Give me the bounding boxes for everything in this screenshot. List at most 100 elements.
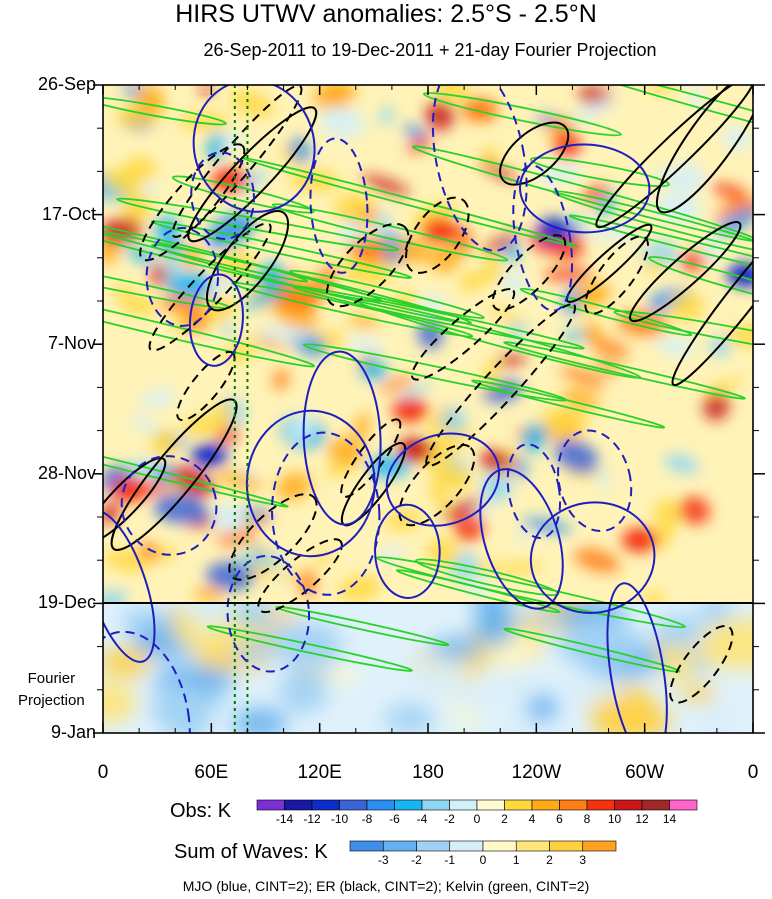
sum-colorbar: [349, 840, 617, 852]
kelvin-contour: [375, 556, 686, 629]
anomaly-patch: [653, 519, 674, 549]
anomaly-patch: [164, 258, 183, 281]
mjo-contour: [385, 432, 500, 527]
obs-colorbar-tick-label: -8: [361, 812, 373, 826]
kelvin-contour: [103, 419, 289, 508]
obs-colorbar-tick-label: -10: [330, 812, 349, 826]
sum-colorbar-tick-label: -3: [377, 853, 389, 867]
chart-title: HIRS UTWV anomalies: 2.5°S - 2.5°N: [175, 0, 597, 28]
obs-colorbar-swatch: [531, 799, 560, 811]
y-tick-label: 26-Sep: [37, 74, 96, 94]
kelvin-contour: [103, 96, 227, 126]
kelvin-contour: [151, 243, 472, 325]
anomaly-patch: [205, 561, 255, 591]
projection-patch: [325, 664, 359, 683]
anomaly-patch: [396, 382, 432, 403]
mjo-contour: [606, 582, 668, 733]
anomaly-patch: [653, 499, 682, 528]
x-tick-label: 0: [747, 762, 759, 783]
mjo-contour: [431, 85, 528, 252]
er-contour: [655, 85, 753, 214]
er-contour: [669, 625, 734, 704]
mjo-contour: [302, 350, 382, 526]
kelvin-contour: [568, 214, 753, 289]
anomaly-patch: [590, 338, 630, 359]
anomaly-patch: [425, 100, 455, 131]
er-contour: [629, 221, 742, 323]
kelvin-contour: [103, 287, 316, 368]
anomaly-patch: [441, 498, 482, 519]
anomaly-patch: [574, 282, 611, 306]
anomaly-patch: [187, 509, 212, 525]
sum-colorbar-swatch: [582, 840, 617, 852]
y-tick-label: 28-Nov: [37, 462, 96, 483]
projection-patch: [103, 681, 138, 724]
mjo-contour: [374, 503, 441, 599]
anomaly-patch: [502, 242, 521, 262]
anomaly-core: [282, 288, 318, 312]
er-contour: [405, 196, 470, 274]
mjo-contour: [103, 509, 156, 663]
anomaly-patch: [467, 573, 491, 598]
x-tick-label: 0: [97, 762, 109, 783]
obs-colorbar-swatch: [339, 799, 368, 811]
anomaly-patch: [313, 85, 344, 110]
anomaly-patch: [103, 502, 120, 525]
anomaly-patch: [513, 457, 528, 479]
projection-patch: [552, 680, 626, 702]
anomaly-patch: [582, 321, 603, 343]
anomaly-patch: [703, 391, 730, 421]
obs-colorbar-swatch: [366, 799, 395, 811]
mjo-contour: [309, 137, 369, 274]
obs-colorbar-tick-label: 14: [662, 812, 677, 826]
anomaly-core: [392, 398, 428, 422]
sum-colorbar-tick-label: 3: [579, 853, 587, 867]
kelvin-contour: [275, 605, 450, 647]
anomaly-core: [212, 168, 248, 192]
projection-patch: [408, 656, 468, 690]
kelvin-contour: [471, 379, 665, 429]
er-contour: [103, 457, 167, 545]
anomaly-patch: [441, 407, 466, 434]
projection-patch: [560, 619, 643, 670]
sum-colorbar-tick-label: 2: [546, 853, 553, 867]
kelvin-contour: [171, 175, 315, 214]
obs-colorbar-swatch: [311, 799, 340, 811]
projection-patch: [121, 608, 163, 633]
kelvin-contour: [503, 627, 681, 673]
anomaly-patch: [458, 269, 495, 291]
er-contour: [187, 106, 318, 243]
anomaly-patch: [362, 174, 410, 196]
anomaly-patch: [570, 97, 617, 124]
projection-patch: [700, 617, 753, 670]
obs-colorbar-tick-label: -14: [275, 812, 294, 826]
x-tick-label: 120E: [297, 762, 342, 783]
anomaly-patch: [488, 306, 525, 326]
obs-colorbar-swatch: [284, 799, 313, 811]
mjo-contour: [145, 227, 220, 327]
er-contour: [584, 235, 649, 315]
anomaly-patch: [199, 85, 214, 96]
obs-colorbar-swatch: [421, 799, 450, 811]
kelvin-contour: [231, 281, 474, 338]
projection-patch: [683, 683, 716, 704]
y-tick-label: 17-Oct: [41, 203, 96, 224]
anomaly-patch: [482, 232, 520, 255]
anomaly-patch: [150, 264, 170, 286]
y-tick-label: 7-Nov: [47, 333, 96, 354]
mjo-contour: [557, 429, 633, 533]
axis-ticks: [93, 84, 765, 734]
mjo-contour: [188, 273, 244, 367]
obs-colorbar-swatch: [394, 799, 423, 811]
anomaly-core: [192, 443, 228, 467]
anomaly-patch: [141, 182, 158, 195]
obs-colorbar-swatch: [256, 799, 285, 811]
anomaly-patch: [539, 408, 589, 434]
anomaly-patch: [431, 461, 473, 491]
x-tick-label: 60E: [194, 762, 229, 783]
anomaly-patch: [212, 502, 246, 534]
obs-colorbar: [256, 799, 698, 811]
anomaly-patch: [574, 548, 620, 573]
y-tick-label: 19-Dec: [37, 592, 96, 613]
anomaly-patch: [337, 220, 365, 244]
